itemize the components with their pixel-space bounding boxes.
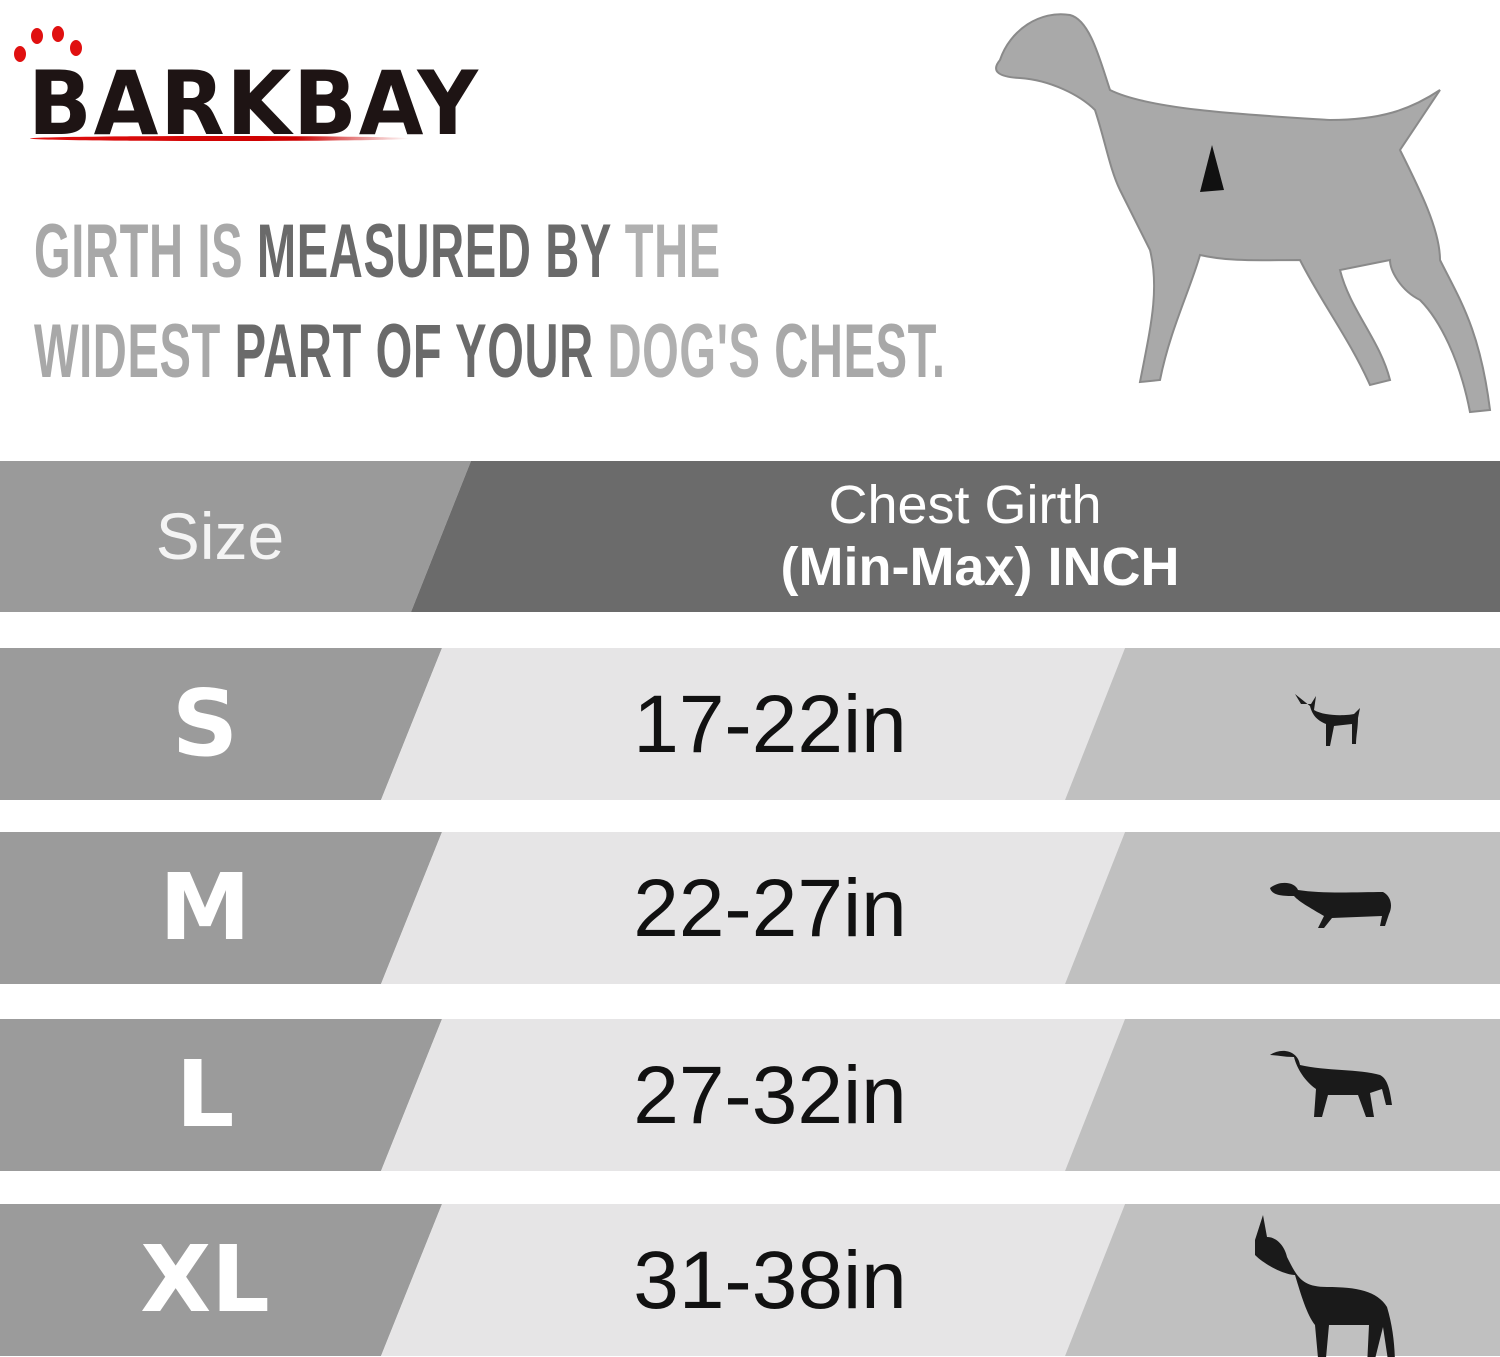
dog-icon-cell: [1065, 1019, 1500, 1171]
headline-line-2: WIDEST PART OF YOUR DOG'S CHEST.: [34, 308, 946, 395]
great-dane-icon: [1255, 1215, 1395, 1357]
size-label: L: [175, 1041, 235, 1148]
labrador-icon: [1270, 1050, 1392, 1117]
size-cell: [0, 648, 442, 800]
chihuahua-icon: [1295, 694, 1360, 746]
girth-cell: [381, 1204, 1125, 1356]
size-column-header: Size: [155, 499, 285, 573]
girth-column-unit: (Min-Max) INCH: [780, 537, 1180, 597]
size-label: XL: [140, 1226, 270, 1333]
girth-value: 17-22in: [633, 679, 907, 770]
girth-column-header: Chest Girth: [828, 475, 1102, 535]
dog-icon-cell: [1065, 1204, 1500, 1356]
headline-text: PART OF YOUR: [234, 309, 608, 394]
girth-value: 31-38in: [633, 1235, 907, 1326]
size-cell: [0, 1019, 442, 1171]
headline-text: MEASURED BY: [256, 209, 625, 294]
dog-icon-cell: [1065, 832, 1500, 984]
headline-text: DOG'S: [607, 309, 775, 394]
size-label: M: [159, 854, 251, 961]
logo-underline: [30, 136, 410, 141]
headline-text: CHEST.: [774, 309, 946, 394]
measuring-dog-illustration: [995, 13, 1492, 414]
girth-cell: [381, 832, 1125, 984]
size-label: S: [171, 670, 239, 777]
size-cell: [0, 1204, 442, 1356]
girth-cell: [381, 1019, 1125, 1171]
header-size-cell: [0, 461, 471, 612]
dog-icon-cell: [1065, 648, 1500, 800]
dachshund-icon: [1270, 882, 1391, 928]
header-girth-cell: [411, 461, 1500, 612]
headline-text: THE: [624, 209, 721, 294]
girth-cell: [381, 648, 1125, 800]
paw-logo-icon: [14, 26, 82, 62]
headline-text: GIRTH IS: [34, 209, 257, 294]
girth-value: 22-27in: [633, 863, 907, 954]
girth-value: 27-32in: [633, 1050, 907, 1141]
headline-line-1: GIRTH IS MEASURED BY THE: [34, 208, 721, 295]
size-cell: [0, 832, 442, 984]
headline-text: WIDEST: [34, 309, 235, 394]
